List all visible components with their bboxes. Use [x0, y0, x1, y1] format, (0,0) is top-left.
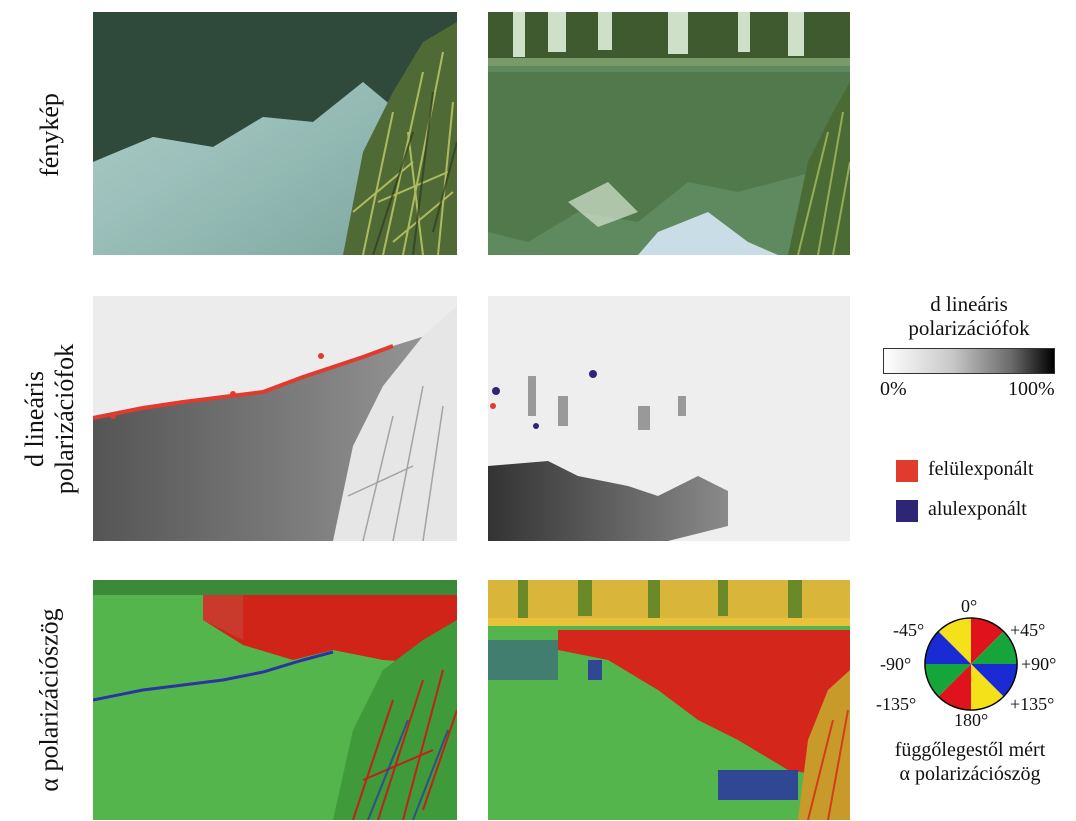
- aop-legend-caption-line1: függőlegestől mért: [894, 739, 1046, 761]
- row-label-dop-line2: polarizációfok: [50, 343, 79, 494]
- aop-panel-left: [93, 580, 457, 820]
- dop-legend-title: d lineáris polarizációfok: [872, 292, 1066, 340]
- angle-label-plus135: +135°: [1010, 694, 1055, 714]
- dop-gradient-bar: [883, 348, 1055, 374]
- overexposed-label: felülexponált: [928, 458, 1034, 480]
- angle-label-minus90: -90°: [880, 654, 912, 674]
- row-label-dop: d lineáris polarizációfok: [10, 296, 90, 541]
- dop-gradient-max-label: 100%: [1008, 378, 1055, 400]
- photo-panel-right: [488, 12, 850, 255]
- angle-label-0: 0°: [961, 596, 978, 616]
- row-label-photo: fénykép: [20, 12, 80, 257]
- row-label-aop-text: α polarizációszög: [35, 608, 64, 792]
- row-label-dop-line1: d lineáris: [20, 370, 49, 467]
- dop-legend-title-line1: d lineáris: [930, 292, 1008, 316]
- aop-panel-right: [488, 580, 850, 820]
- angle-label-180: 180°: [954, 710, 989, 730]
- aop-color-wheel: [923, 616, 1019, 712]
- overexposed-swatch: [896, 460, 918, 482]
- photo-panel-left: [93, 12, 457, 255]
- row-label-aop: α polarizációszög: [20, 580, 80, 820]
- dop-gradient-min-label: 0%: [880, 378, 907, 400]
- angle-label-plus45: +45°: [1010, 620, 1046, 640]
- row-label-photo-text: fénykép: [35, 92, 64, 177]
- angle-label-minus135: -135°: [876, 694, 917, 714]
- aop-legend-caption-line2: α polarizációszög: [899, 763, 1041, 785]
- dop-panel-left: [93, 296, 457, 541]
- underexposed-swatch: [896, 500, 918, 522]
- aop-legend-caption: függőlegestől mért α polarizációszög: [868, 738, 1072, 786]
- dop-legend-title-line2: polarizációfok: [908, 316, 1030, 340]
- dop-panel-right: [488, 296, 850, 541]
- angle-label-minus45: -45°: [893, 620, 925, 640]
- angle-label-plus90: +90°: [1021, 654, 1057, 674]
- underexposed-label: alulexponált: [928, 498, 1027, 520]
